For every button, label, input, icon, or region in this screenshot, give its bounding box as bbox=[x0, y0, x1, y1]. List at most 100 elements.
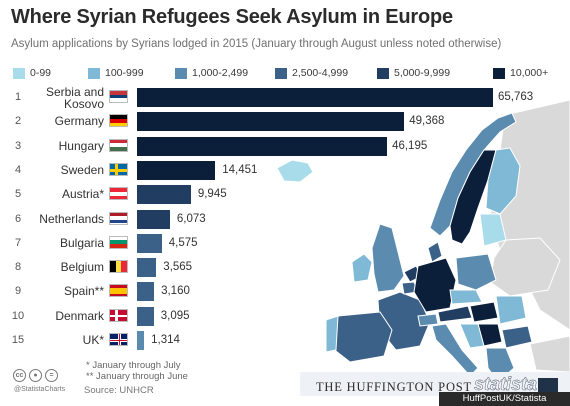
country-label: Germany bbox=[54, 114, 104, 129]
country-label: Austria* bbox=[61, 187, 104, 202]
bar bbox=[137, 331, 145, 350]
value-label: 1,314 bbox=[149, 334, 182, 346]
value-label: 3,160 bbox=[159, 285, 192, 298]
legend-label: 10,000+ bbox=[510, 67, 549, 79]
bar-row: 1 Serbia and Kosovo 65,763 bbox=[0, 85, 533, 111]
bar-row: 15 UK* 1,314 bbox=[0, 329, 520, 353]
flag-icon bbox=[109, 114, 128, 128]
bar bbox=[137, 233, 162, 253]
value-label: 65,763 bbox=[498, 91, 534, 103]
legend-item: 2,500-4,999 bbox=[275, 66, 348, 80]
bar bbox=[137, 209, 170, 229]
bar-row: 8 Belgium 3,565 bbox=[0, 256, 520, 280]
map-ireland bbox=[351, 253, 373, 283]
rank-label: 10 bbox=[11, 309, 25, 322]
map-belarus-ukraine bbox=[489, 237, 561, 297]
legend-label: 100-999 bbox=[105, 67, 144, 79]
country-label: Spain** bbox=[63, 284, 104, 299]
bar bbox=[137, 88, 493, 107]
bar-chart: 1 Serbia and Kosovo 65,763 2 Germany 49,368 3 H… bbox=[0, 86, 570, 356]
chart-subtitle: Asylum applications by Syrians lodged in… bbox=[11, 38, 502, 50]
bar bbox=[137, 306, 154, 326]
bar bbox=[137, 258, 157, 278]
rank-label: 3 bbox=[14, 139, 22, 152]
bar-row: 2 Germany 49,368 bbox=[0, 110, 520, 134]
rank-label: 6 bbox=[14, 212, 22, 225]
map-romania bbox=[495, 295, 527, 325]
legend-label: 2,500-4,999 bbox=[292, 67, 349, 79]
creative-commons-badges: cc ● = bbox=[13, 369, 58, 382]
country-label: Bulgaria bbox=[59, 235, 104, 250]
value-label: 46,195 bbox=[392, 139, 428, 152]
bar-row: 6 Netherlands 6,073 bbox=[0, 208, 520, 232]
chart-title: Where Syrian Refugees Seek Asylum in Eur… bbox=[11, 6, 453, 28]
map-croatia bbox=[459, 323, 485, 349]
map-switzerland bbox=[417, 313, 439, 327]
country-label: Belgium bbox=[60, 260, 104, 275]
legend-item: 100-999 bbox=[88, 66, 144, 80]
legend-swatch bbox=[13, 67, 25, 79]
legend-item: 10,000+ bbox=[493, 66, 548, 80]
map-portugal bbox=[325, 315, 339, 353]
country-label: Serbia and Kosovo bbox=[45, 85, 104, 111]
map-uk bbox=[371, 223, 405, 293]
value-label: 9,945 bbox=[195, 188, 229, 201]
rank-label: 7 bbox=[14, 236, 22, 249]
rank-label: 4 bbox=[14, 163, 22, 176]
legend-swatch bbox=[88, 67, 100, 79]
flag-icon bbox=[109, 333, 128, 346]
country-label: Hungary bbox=[58, 138, 104, 153]
country-label: Netherlands bbox=[39, 211, 104, 226]
rank-label: 2 bbox=[14, 115, 22, 128]
legend-swatch bbox=[377, 67, 389, 79]
footnote-2: ** January through June bbox=[86, 371, 188, 382]
bar bbox=[137, 185, 191, 205]
map-bulgaria bbox=[501, 325, 533, 349]
legend-label: 1,000-2,499 bbox=[192, 67, 249, 79]
country-label: UK* bbox=[82, 333, 104, 347]
map-iceland bbox=[276, 159, 314, 183]
country-label: Sweden bbox=[60, 162, 104, 177]
color-legend: 0-99 100-999 1,000-2,499 2,500-4,999 5,000-9… bbox=[13, 66, 563, 80]
flag-icon bbox=[109, 211, 128, 225]
value-label: 49,368 bbox=[409, 115, 445, 128]
map-denmark bbox=[427, 241, 443, 263]
bar bbox=[137, 282, 155, 302]
map-austria bbox=[437, 305, 473, 323]
legend-swatch bbox=[175, 67, 187, 79]
value-label: 3,565 bbox=[161, 261, 195, 274]
bar bbox=[137, 112, 405, 132]
footnotes: * January through July ** January throug… bbox=[86, 360, 188, 382]
rank-label: 9 bbox=[14, 285, 22, 298]
legend-swatch bbox=[275, 67, 287, 79]
statista-logo-text: statista bbox=[474, 374, 538, 394]
bar-row: 3 Hungary 46,195 bbox=[0, 135, 520, 159]
bar-row: 9 Spain** 3,160 bbox=[0, 280, 520, 304]
rank-label: 8 bbox=[14, 261, 22, 274]
bar-row: 10 Denmark 3,095 bbox=[0, 305, 520, 329]
statista-handle: @StatistaCharts bbox=[14, 386, 66, 393]
bar-row: 5 Austria* 9,945 bbox=[0, 183, 520, 207]
rank-label: 15 bbox=[11, 334, 25, 346]
flag-icon bbox=[109, 308, 128, 322]
value-label: 14,451 bbox=[220, 163, 260, 176]
legend-label: 0-99 bbox=[30, 67, 52, 79]
flag-icon bbox=[109, 235, 128, 249]
legend-item: 5,000-9,999 bbox=[377, 66, 450, 80]
source-note: Source: UNHCR bbox=[84, 385, 154, 396]
huffpost-logo: THE HUFFINGTON POST bbox=[316, 380, 472, 394]
map-hungary bbox=[469, 301, 499, 323]
person-icon: ● bbox=[29, 369, 42, 382]
bar-row: 4 Sweden 14,451 bbox=[0, 159, 520, 183]
legend-swatch bbox=[493, 67, 505, 79]
value-label: 4,575 bbox=[166, 236, 200, 249]
equals-icon: = bbox=[45, 369, 58, 382]
map-turkey bbox=[529, 335, 570, 373]
bar bbox=[137, 136, 388, 156]
statista-logo-icon bbox=[538, 378, 558, 392]
flag-icon bbox=[109, 138, 128, 152]
flag-icon bbox=[109, 187, 128, 201]
legend-item: 0-99 bbox=[13, 66, 51, 80]
flag-icon bbox=[109, 162, 128, 176]
